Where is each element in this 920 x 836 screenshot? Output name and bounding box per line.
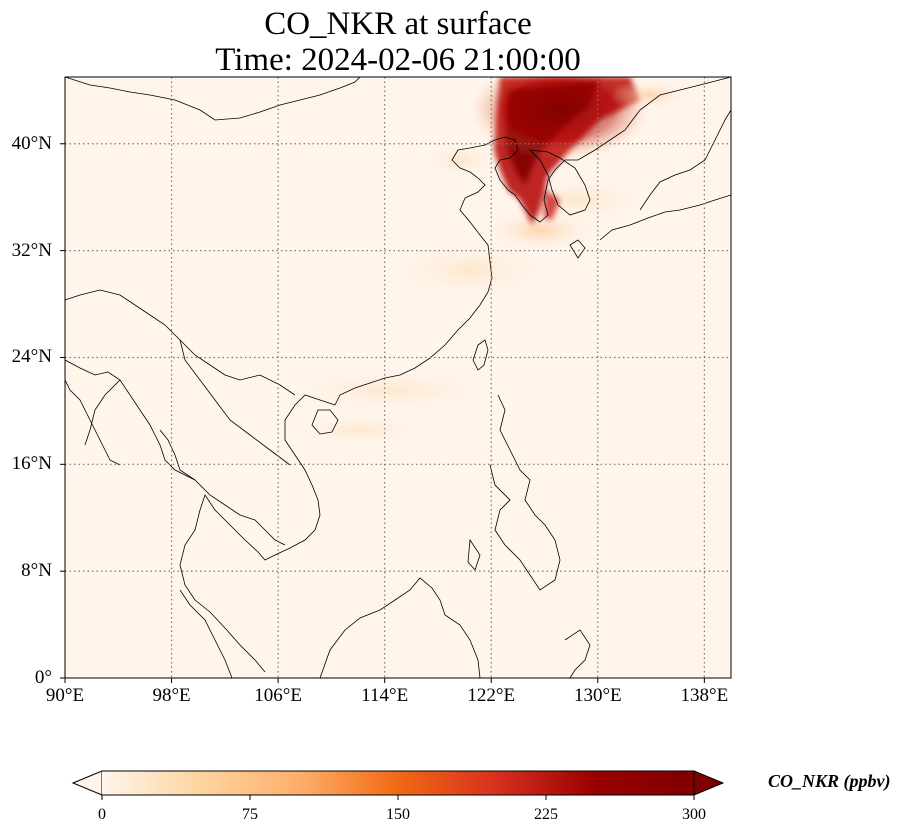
lat-tick-label: 24°N — [11, 346, 52, 368]
lon-tick-label: 90°E — [45, 685, 85, 706]
lon-tick-label: 98°E — [152, 685, 191, 706]
colorbar-tick-label: 75 — [242, 806, 258, 823]
lon-tick-label: 138°E — [680, 685, 729, 706]
coastlines — [65, 77, 731, 678]
colorbar-min-extension — [71, 770, 103, 796]
colorbar-tick-label: 0 — [98, 806, 106, 823]
lat-tick-label: 16°N — [11, 453, 52, 475]
gridlines — [65, 77, 731, 678]
map-title: CO_NKR at surface — [264, 6, 532, 42]
plume-layer — [280, 77, 690, 446]
colorbar-tick-label: 150 — [386, 806, 410, 823]
colorbar-tick-label: 300 — [682, 806, 706, 823]
lon-tick-label: 114°E — [361, 685, 409, 706]
colorbar-tick-label: 225 — [534, 806, 558, 823]
lat-tick-label: 0° — [34, 667, 52, 688]
lon-tick-label: 130°E — [573, 685, 622, 706]
lat-tick-label: 32°N — [11, 239, 52, 261]
map-time-subtitle: Time: 2024-02-06 21:00:00 — [215, 42, 581, 78]
colorbar-max-extension — [693, 770, 725, 796]
colorbar-label: CO_NKR (ppbv) — [768, 771, 891, 791]
colorbar-gradient — [102, 771, 694, 795]
lat-tick-label: 8°N — [21, 560, 52, 582]
lon-tick-label: 106°E — [254, 685, 302, 706]
map-frame — [64, 76, 732, 679]
lon-tick-label: 122°E — [467, 685, 516, 706]
lat-tick-label: 40°N — [11, 132, 52, 154]
